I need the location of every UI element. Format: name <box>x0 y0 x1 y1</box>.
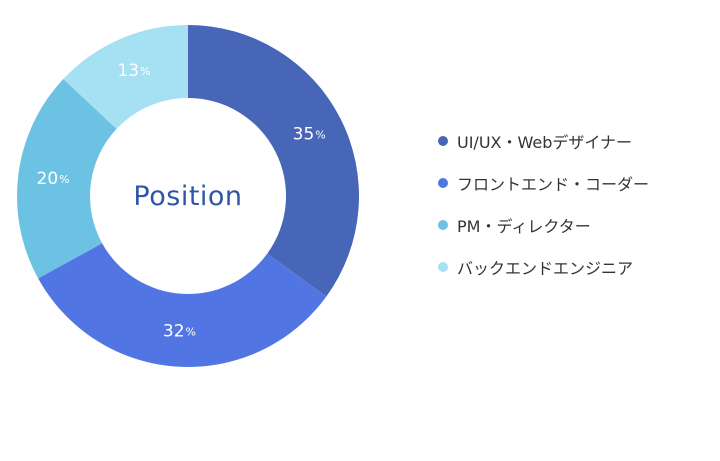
slice-percent-value: 35 <box>293 124 315 144</box>
legend-label: PM・ディレクター <box>457 217 591 236</box>
donut-slice-labels: 35%32%20%13% <box>37 61 326 342</box>
donut-slice <box>188 25 360 297</box>
slice-percent-unit: % <box>59 172 69 185</box>
donut-slices <box>16 25 360 368</box>
legend-swatch-icon <box>438 220 448 230</box>
legend-swatch-icon <box>438 136 448 146</box>
center-title: Position <box>133 181 242 212</box>
slice-percent-unit: % <box>140 65 150 78</box>
slice-percent-label: 20% <box>37 169 70 189</box>
slice-percent-label: 32% <box>163 322 196 342</box>
slice-percent-value: 20 <box>37 169 59 189</box>
legend-label: バックエンドエンジニア <box>457 259 634 278</box>
legend-item-frontend-coder: フロントエンド・コーダー <box>438 162 708 204</box>
legend: UI/UX・Webデザイナー フロントエンド・コーダー PM・ディレクター バッ… <box>438 120 708 288</box>
legend-item-pm-director: PM・ディレクター <box>438 204 708 246</box>
legend-label: UI/UX・Webデザイナー <box>457 133 633 152</box>
donut-slice <box>38 243 327 368</box>
legend-item-ui-ux-web-designer: UI/UX・Webデザイナー <box>438 120 708 162</box>
legend-item-backend-engineer: バックエンドエンジニア <box>438 246 708 288</box>
slice-percent-value: 13 <box>117 61 139 81</box>
slice-percent-unit: % <box>315 128 325 141</box>
slice-percent-label: 35% <box>293 124 326 144</box>
slice-percent-label: 13% <box>117 61 150 81</box>
legend-swatch-icon <box>438 262 448 272</box>
slice-percent-unit: % <box>186 325 196 338</box>
legend-swatch-icon <box>438 178 448 188</box>
donut-slice <box>63 25 189 129</box>
donut-slice <box>16 78 117 279</box>
slice-percent-value: 32 <box>163 322 185 342</box>
legend-label: フロントエンド・コーダー <box>457 175 650 194</box>
